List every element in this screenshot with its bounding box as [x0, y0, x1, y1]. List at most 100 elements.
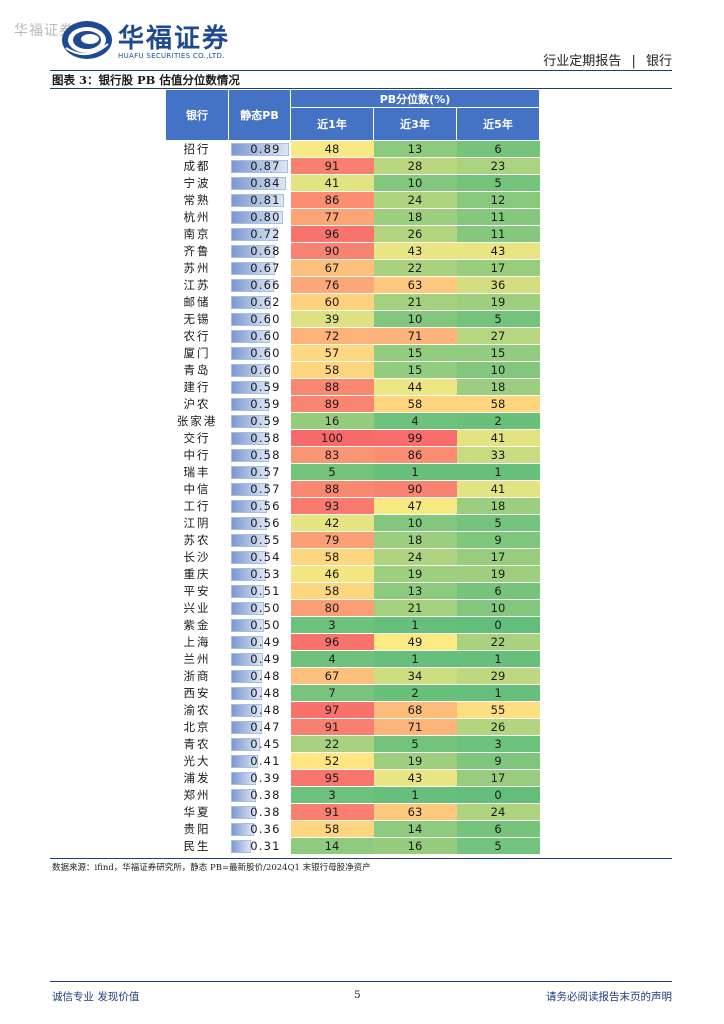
percentile-y3: 19 — [373, 565, 457, 583]
static-pb-cell: 0.49 — [228, 650, 291, 668]
bank-name: 张家港 — [165, 412, 229, 430]
table-row: 苏农 0.55 79 18 9 — [165, 531, 540, 549]
bank-name: 光大 — [165, 752, 229, 770]
header-static-pb: 静态PB — [228, 89, 291, 141]
percentile-y5: 17 — [456, 769, 540, 787]
static-pb-cell: 0.67 — [228, 259, 291, 277]
static-pb-cell: 0.54 — [228, 548, 291, 566]
bank-name: 江阴 — [165, 514, 229, 532]
table-row: 渝农 0.48 97 68 55 — [165, 701, 540, 719]
percentile-y5: 12 — [456, 191, 540, 209]
page-number: 5 — [354, 989, 361, 1001]
percentile-y5: 6 — [456, 820, 540, 838]
static-pb-value: 0.58 — [250, 431, 281, 445]
percentile-y1: 60 — [290, 293, 374, 311]
pb-databar — [230, 619, 264, 632]
percentile-y3: 21 — [373, 599, 457, 617]
bank-name: 重庆 — [165, 565, 229, 583]
percentile-y5: 9 — [456, 531, 540, 549]
static-pb-cell: 0.59 — [228, 395, 291, 413]
percentile-y1: 46 — [290, 565, 374, 583]
percentile-y3: 16 — [373, 837, 457, 855]
table-body: 招行 0.89 48 13 6 成都 0.87 91 28 23 宁波 0.84 41 10 5 常熟 0.81… — [165, 140, 540, 855]
static-pb-value: 0.49 — [250, 652, 281, 666]
pb-databar — [230, 466, 268, 479]
percentile-y1: 93 — [290, 497, 374, 515]
source-divider — [50, 858, 672, 859]
percentile-y3: 24 — [373, 548, 457, 566]
static-pb-cell: 0.60 — [228, 327, 291, 345]
bank-name: 兴业 — [165, 599, 229, 617]
bank-name: 北京 — [165, 718, 229, 736]
percentile-y1: 90 — [290, 242, 374, 260]
table-row: 苏州 0.67 67 22 17 — [165, 259, 540, 277]
header-5y: 近5年 — [456, 107, 540, 141]
report-type: 行业定期报告 — [543, 54, 622, 69]
percentile-y1: 95 — [290, 769, 374, 787]
percentile-y5: 11 — [456, 208, 540, 226]
pb-databar — [230, 160, 288, 173]
table-row: 齐鲁 0.68 90 43 43 — [165, 242, 540, 260]
percentile-y1: 22 — [290, 735, 374, 753]
table-row: 长沙 0.54 58 24 17 — [165, 548, 540, 566]
header-divider — [50, 70, 672, 71]
pb-databar — [230, 738, 260, 751]
table-row: 工行 0.56 93 47 18 — [165, 497, 540, 515]
percentile-y1: 58 — [290, 548, 374, 566]
static-pb-cell: 0.58 — [228, 429, 291, 447]
static-pb-value: 0.41 — [250, 754, 281, 768]
static-pb-value: 0.60 — [250, 363, 281, 377]
pb-databar — [230, 245, 275, 258]
header-separator: | — [631, 54, 636, 69]
percentile-y1: 83 — [290, 446, 374, 464]
table-row: 北京 0.47 91 71 26 — [165, 718, 540, 736]
percentile-y5: 17 — [456, 259, 540, 277]
percentile-y3: 5 — [373, 735, 457, 753]
percentile-y3: 18 — [373, 208, 457, 226]
static-pb-cell: 0.58 — [228, 446, 291, 464]
header-bank: 银行 — [165, 89, 229, 141]
logo-text-cn: 华福证券 — [118, 24, 231, 54]
footer-disclaimer: 请务必阅读报告末页的声明 — [546, 991, 672, 1003]
pb-databar — [230, 517, 267, 530]
static-pb-value: 0.60 — [250, 312, 281, 326]
percentile-y3: 13 — [373, 582, 457, 600]
static-pb-value: 0.58 — [250, 448, 281, 462]
percentile-y1: 42 — [290, 514, 374, 532]
table-row: 浦发 0.39 95 43 17 — [165, 769, 540, 787]
percentile-y1: 3 — [290, 786, 374, 804]
percentile-y5: 1 — [456, 463, 540, 481]
static-pb-cell: 0.53 — [228, 565, 291, 583]
percentile-y5: 9 — [456, 752, 540, 770]
static-pb-value: 0.39 — [250, 771, 281, 785]
bank-name: 杭州 — [165, 208, 229, 226]
company-logo: 华福证券 HUAFU SECURITIES CO.,LTD. — [60, 16, 270, 64]
table-row: 青岛 0.60 58 15 10 — [165, 361, 540, 379]
static-pb-cell: 0.55 — [228, 531, 291, 549]
percentile-y3: 58 — [373, 395, 457, 413]
percentile-y5: 26 — [456, 718, 540, 736]
bank-name: 无锡 — [165, 310, 229, 328]
static-pb-cell: 0.49 — [228, 633, 291, 651]
static-pb-value: 0.54 — [250, 550, 281, 564]
percentile-y1: 79 — [290, 531, 374, 549]
percentile-y5: 11 — [456, 225, 540, 243]
table-row: 重庆 0.53 46 19 19 — [165, 565, 540, 583]
static-pb-value: 0.48 — [250, 669, 281, 683]
percentile-y5: 19 — [456, 565, 540, 583]
percentile-y1: 76 — [290, 276, 374, 294]
static-pb-value: 0.67 — [250, 261, 281, 275]
static-pb-cell: 0.38 — [228, 803, 291, 821]
pb-databar — [230, 262, 275, 275]
pb-databar — [230, 449, 269, 462]
percentile-y5: 17 — [456, 548, 540, 566]
static-pb-value: 0.68 — [250, 244, 281, 258]
static-pb-value: 0.59 — [250, 397, 281, 411]
bank-name: 浦发 — [165, 769, 229, 787]
percentile-y5: 2 — [456, 412, 540, 430]
table-row: 厦门 0.60 57 15 15 — [165, 344, 540, 362]
percentile-y3: 18 — [373, 531, 457, 549]
pb-databar — [230, 653, 263, 666]
bank-name: 沪农 — [165, 395, 229, 413]
bank-name: 江苏 — [165, 276, 229, 294]
